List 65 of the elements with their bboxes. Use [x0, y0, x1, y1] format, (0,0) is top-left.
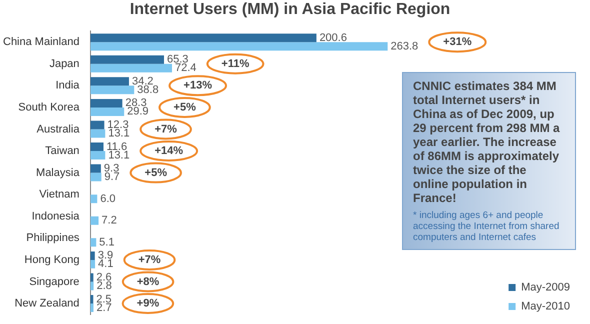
y-tick-label: Taiwan	[45, 145, 80, 158]
data-label: 6.0	[100, 192, 116, 205]
bar	[90, 194, 98, 204]
bar	[90, 129, 106, 138]
data-label: 38.8	[137, 84, 159, 96]
annotation: +11%	[221, 58, 250, 70]
bar	[90, 34, 316, 42]
y-tick-label: Japan	[49, 58, 80, 70]
text: CNNIC estimates 384 MM total Internet users* in China as of Dec 2009, up 29 percent from 298 MM a year earlier. The increase of 86MM is approximately twice the size of the online population in France!	[413, 79, 560, 205]
bar	[90, 295, 94, 304]
data-label: 9.7	[104, 171, 120, 184]
chart-title: Internet Users (MM) in Asia Pacific Region	[130, 1, 450, 18]
bar	[90, 282, 94, 290]
bar	[90, 172, 102, 182]
y-tick-label: Malaysia	[36, 166, 80, 179]
bar	[90, 64, 172, 72]
annotation: +5%	[174, 101, 196, 114]
data-label: 4.1	[98, 258, 114, 270]
y-tick-label: China Mainland	[3, 36, 80, 48]
bar	[90, 238, 96, 247]
annotation: +14%	[154, 145, 184, 158]
bar	[90, 86, 134, 94]
bar	[90, 107, 124, 116]
annotation: +7%	[154, 123, 178, 136]
bar	[90, 304, 94, 312]
text: * including ages 6+ and people accessing the Internet from shared computers and Internet cafes	[413, 210, 560, 243]
annotation: +5%	[144, 166, 168, 179]
data-label: 263.8	[390, 40, 418, 52]
bar	[90, 142, 104, 152]
data-label: 2.7	[96, 302, 112, 314]
y-tick-label: Indonesia	[32, 210, 80, 222]
bar	[90, 164, 101, 173]
text: +31%	[443, 36, 472, 48]
data-label: 2.8	[96, 280, 112, 292]
y-tick-label: Vietnam	[39, 188, 80, 201]
bar	[90, 77, 129, 86]
annotation: +9%	[136, 298, 160, 310]
annotation: +13%	[184, 80, 212, 92]
data-label: 7.2	[102, 214, 117, 227]
bar	[90, 216, 99, 225]
y-tick-label: India	[56, 80, 80, 92]
y-tick-label: Singapore	[29, 276, 80, 288]
data-label: 200.6	[319, 32, 347, 44]
data-label: 72.4	[175, 62, 196, 74]
bar	[90, 98, 122, 108]
y-tick-label: New Zealand	[14, 298, 80, 310]
data-label: 29.9	[127, 106, 149, 118]
data-label: 13.1	[108, 128, 130, 140]
y-tick-label: South Korea	[18, 101, 80, 114]
annotation: +7%	[138, 254, 161, 266]
bar	[90, 260, 96, 268]
bar	[90, 251, 95, 260]
bar	[90, 151, 106, 160]
bar	[90, 42, 388, 51]
legend-label: May-2009	[521, 282, 570, 294]
y-tick-label: Philippines	[26, 232, 80, 244]
legend-label: May-2010	[521, 300, 570, 313]
bar	[90, 120, 104, 130]
data-label: 5.1	[99, 236, 114, 248]
data-label: 13.1	[108, 149, 130, 162]
annotation: +8%	[136, 276, 160, 288]
bar	[90, 55, 164, 64]
y-tick-label: Australia	[36, 123, 80, 136]
y-tick-label: Hong Kong	[24, 254, 80, 266]
bar	[90, 273, 94, 282]
